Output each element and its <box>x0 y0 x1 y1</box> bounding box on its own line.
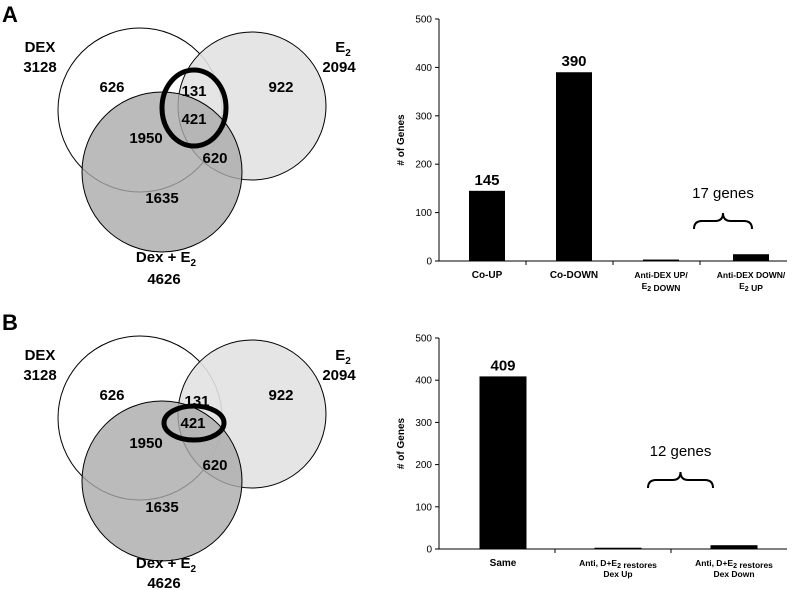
y-axis-label: # of Genes <box>396 114 407 166</box>
x-tick-label: Dex Up <box>603 569 632 579</box>
bar <box>710 545 758 549</box>
y-tick-label: 100 <box>415 502 432 513</box>
set-label-e2: E2 <box>335 347 351 367</box>
y-tick-label: 500 <box>415 15 432 26</box>
region-all: 421 <box>181 111 206 128</box>
region-e2-dexe2: 620 <box>202 150 227 167</box>
y-tick-label: 300 <box>415 418 432 429</box>
panel-label-a: A <box>2 2 18 27</box>
bar <box>733 254 769 261</box>
bar-chart-a: 0 100 200 300 400 500 # of Genes 145 Co-UP 390 Co-… <box>396 15 787 293</box>
annotation-label: 12 genes <box>650 443 712 460</box>
set-label-e2: E2 <box>335 39 351 59</box>
panel-b: B DEX 3128 E2 2094 Dex + E2 4626 626 922… <box>2 310 787 590</box>
curly-brace <box>647 471 714 489</box>
y-tick-label: 0 <box>426 545 432 556</box>
x-tick-label: E2 UP <box>739 281 763 293</box>
region-dexe2-only: 1635 <box>145 499 178 516</box>
y-axis-label: # of Genes <box>396 418 407 470</box>
region-dex-dexe2: 1950 <box>129 130 162 147</box>
region-e2-only: 922 <box>268 387 293 404</box>
bar-chart-b: 0 100 200 300 400 500 # of Genes 409 Same Anti, D… <box>396 334 787 579</box>
y-tick-label: 500 <box>415 334 432 345</box>
region-dex-only: 626 <box>99 79 124 96</box>
x-tick-label: Co-UP <box>472 270 503 281</box>
set-label-dex: DEX <box>25 39 56 56</box>
set-total-e2: 2094 <box>322 367 356 384</box>
data-label: 409 <box>490 357 515 374</box>
y-tick-label: 200 <box>415 460 432 471</box>
bar <box>479 376 527 549</box>
region-dex-dexe2: 1950 <box>129 435 162 452</box>
data-label: 145 <box>474 172 499 189</box>
curly-brace <box>693 212 753 230</box>
set-label-dex-e2: Dex + E2 <box>136 555 197 575</box>
y-tick-label: 300 <box>415 111 432 122</box>
set-label-dex-e2: Dex + E2 <box>136 249 197 269</box>
x-tick-label: Anti, D+E2 restores <box>579 558 657 570</box>
x-tick-label: Anti-DEX UP/ <box>634 270 688 280</box>
set-total-dex: 3128 <box>23 59 56 76</box>
bar <box>643 259 679 261</box>
region-dex-only: 626 <box>99 387 124 404</box>
highlight-ring <box>159 67 229 149</box>
venn-diagram-a: DEX 3128 E2 2094 Dex + E2 4626 626 922 1… <box>23 27 356 288</box>
y-tick-label: 0 <box>426 257 432 268</box>
x-tick-label: E2 DOWN <box>642 281 681 293</box>
x-tick-label: Same <box>490 558 517 569</box>
region-dex-e2: 131 <box>181 83 206 100</box>
y-tick-label: 100 <box>415 208 432 219</box>
annotation-label: 17 genes <box>692 185 754 202</box>
data-label: 390 <box>561 53 586 70</box>
venn-diagram-b: DEX 3128 E2 2094 Dex + E2 4626 626 922 1… <box>23 335 356 590</box>
y-tick-label: 200 <box>415 160 432 171</box>
region-dex-e2: 131 <box>184 393 209 410</box>
panel-label-b: B <box>2 310 18 335</box>
region-e2-dexe2: 620 <box>202 457 227 474</box>
bar <box>556 72 592 262</box>
region-dexe2-only: 1635 <box>145 190 178 207</box>
region-all: 421 <box>180 415 205 432</box>
x-tick-label: Anti, D+E2 restores <box>695 558 773 570</box>
x-tick-label: Dex Down <box>713 569 754 579</box>
bar <box>594 547 642 549</box>
panel-a: A DEX 3128 E2 2094 Dex + E2 4626 626 922… <box>2 2 787 293</box>
x-tick-label: Co-DOWN <box>550 270 598 281</box>
set-total-dex-e2: 4626 <box>147 575 180 590</box>
region-e2-only: 922 <box>268 79 293 96</box>
bar <box>469 190 505 261</box>
venn-circle-dex-e2 <box>81 91 243 253</box>
set-total-e2: 2094 <box>322 59 356 76</box>
set-total-dex-e2: 4626 <box>147 271 180 288</box>
highlight-ring <box>161 403 227 443</box>
set-label-dex: DEX <box>25 347 56 364</box>
set-total-dex: 3128 <box>23 367 56 384</box>
x-tick-label: Anti-DEX DOWN/ <box>717 270 786 280</box>
y-tick-label: 400 <box>415 376 432 387</box>
y-tick-label: 400 <box>415 63 432 74</box>
